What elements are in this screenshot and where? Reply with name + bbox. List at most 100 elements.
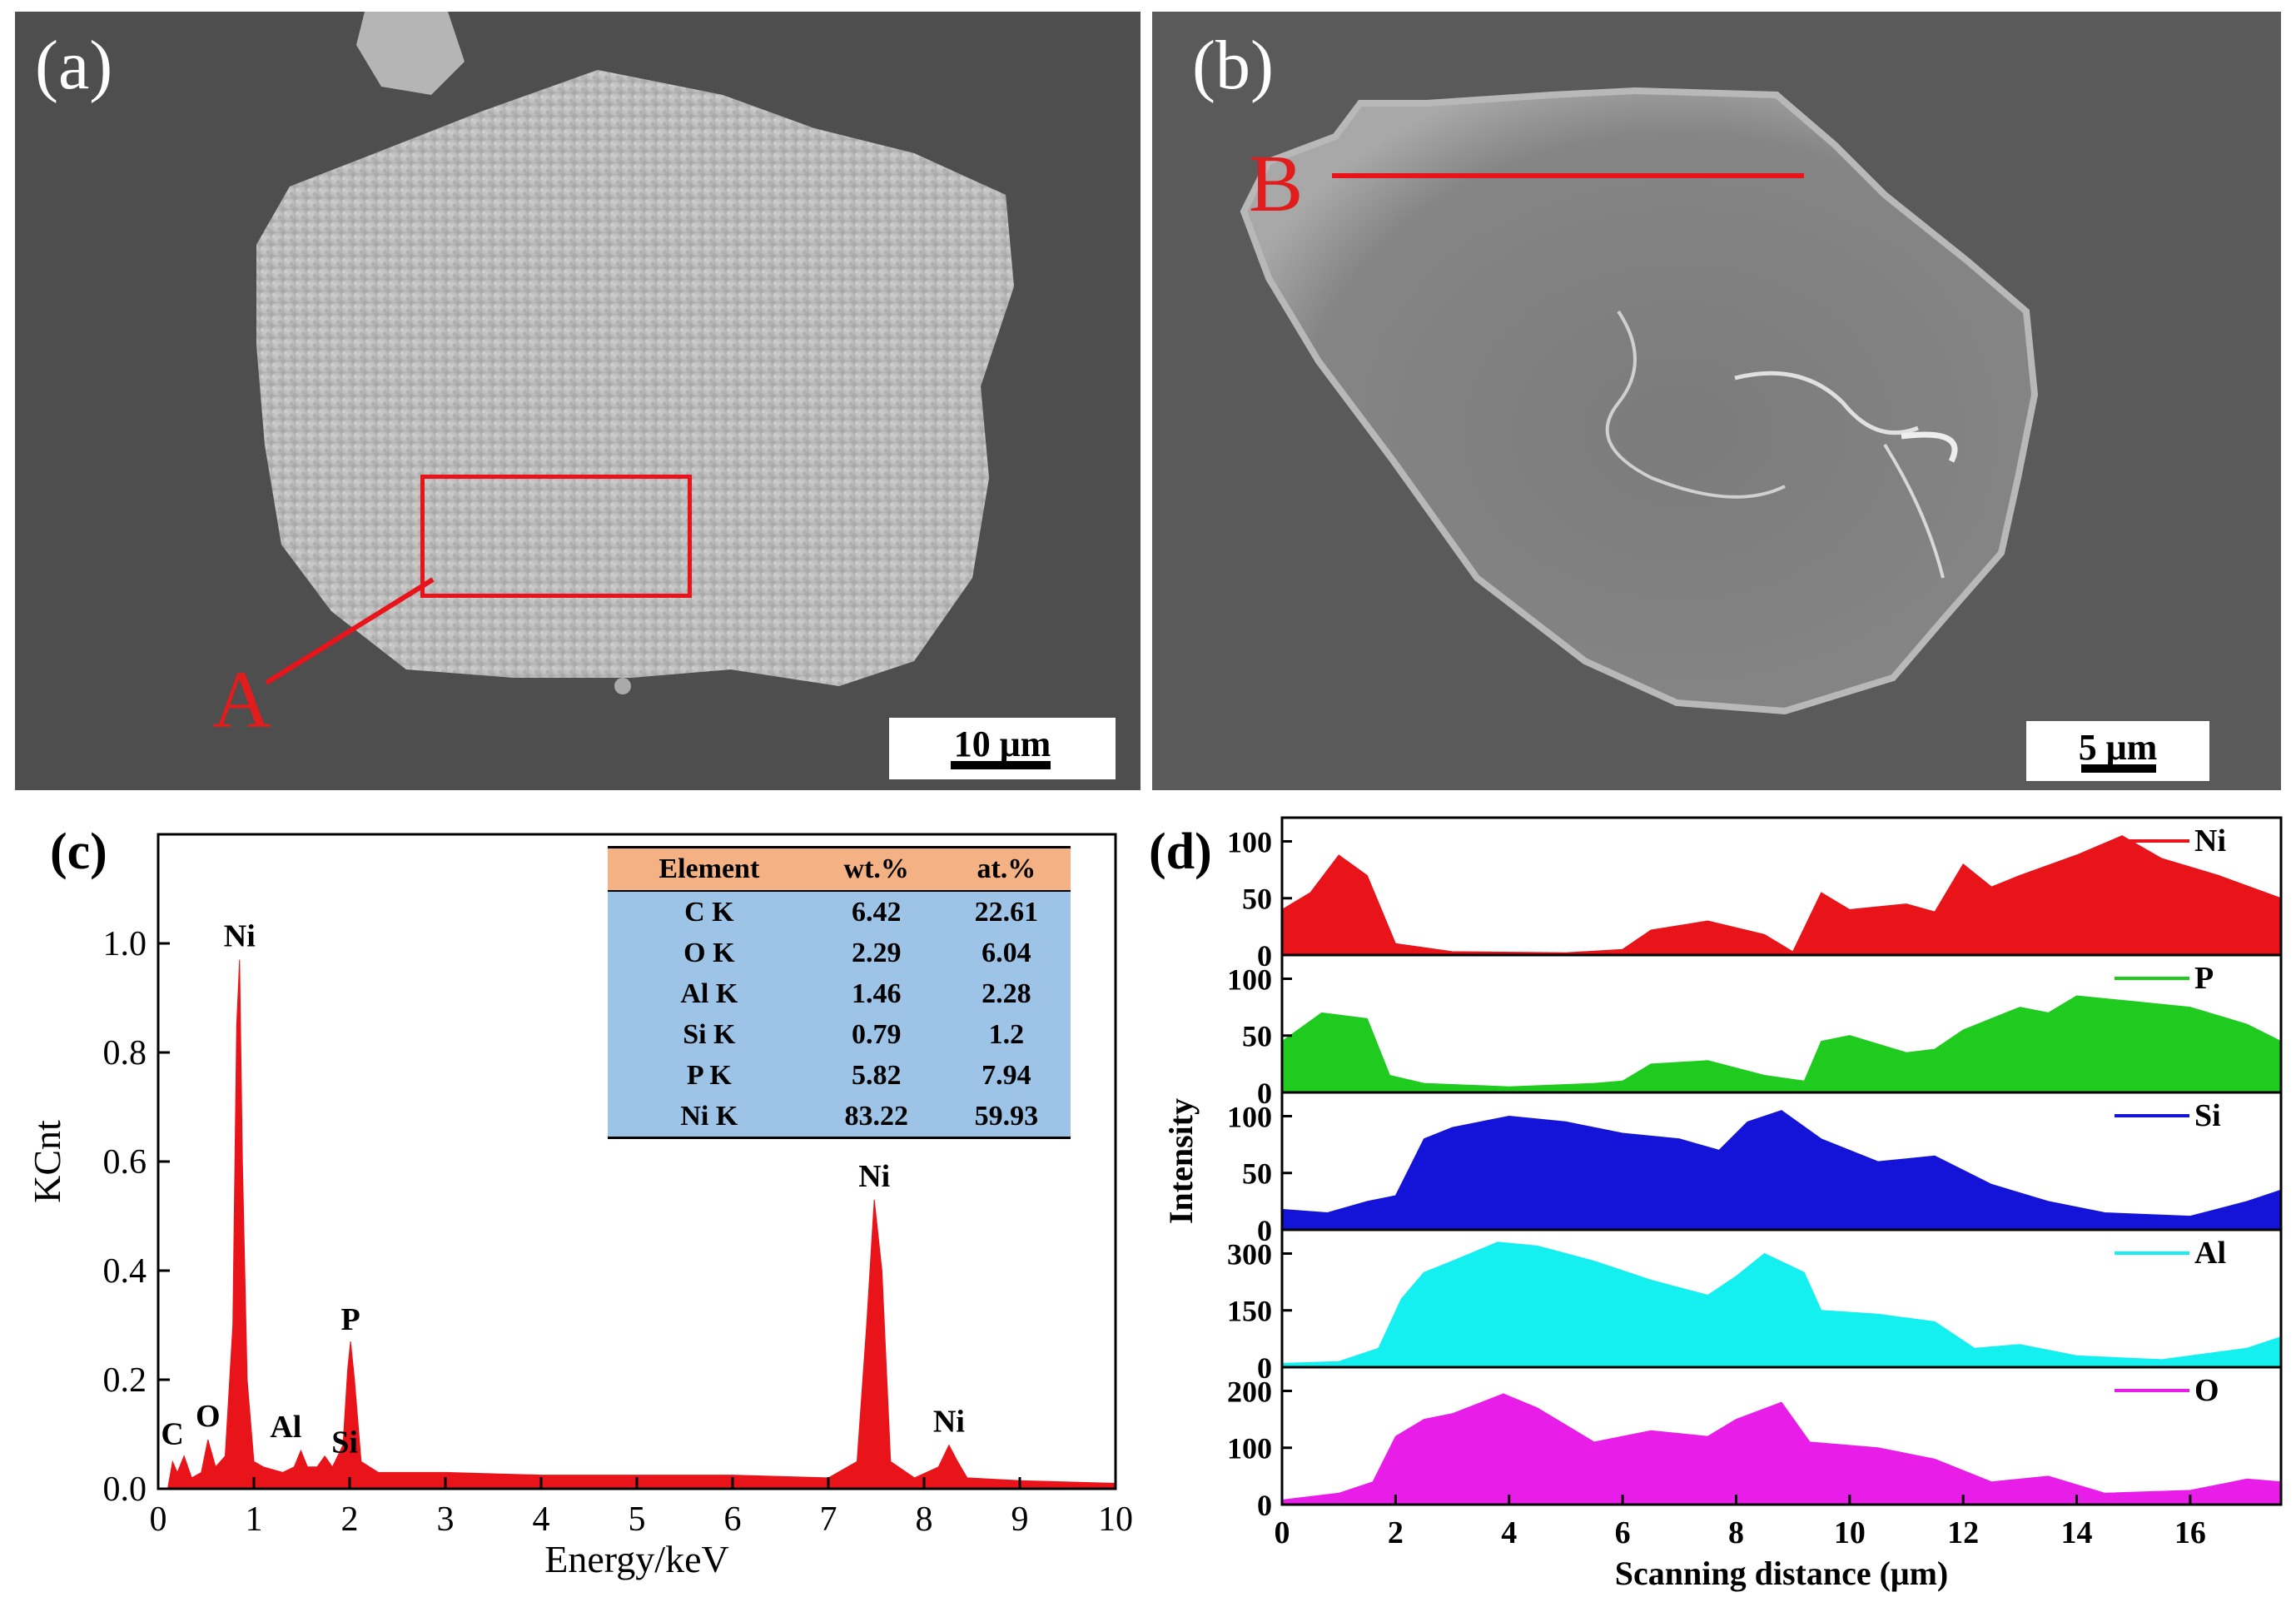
x-tick-label: 0 xyxy=(1275,1515,1290,1550)
table-header-row: Element wt.% at.% xyxy=(608,846,1071,892)
series-area-p xyxy=(1281,995,2282,1093)
scalebar-a-text: 10 μm xyxy=(953,724,1051,764)
y-tick-label: 100 xyxy=(1227,1100,1272,1133)
peak-label: C xyxy=(161,1417,183,1452)
particle-a-drawing xyxy=(256,12,1014,694)
table-row: Al K 1.46 2.28 xyxy=(608,973,1071,1014)
peak-label: Ni xyxy=(224,919,256,954)
table-cell: 5.82 xyxy=(810,1055,942,1096)
table-header-cell: at.% xyxy=(942,846,1071,892)
peak-label: O xyxy=(196,1399,221,1434)
x-tick-label: 10 xyxy=(1098,1500,1133,1539)
y-tick-label: 0.8 xyxy=(103,1034,147,1072)
table-cell: 2.29 xyxy=(810,933,942,973)
y-tick-label: 0.0 xyxy=(103,1470,147,1509)
x-tick-label: 5 xyxy=(629,1500,646,1539)
series-area-ni xyxy=(1281,835,2282,956)
table-cell: O K xyxy=(608,933,811,973)
scalebar-b: 5 μm xyxy=(2026,721,2209,781)
y-tick-label: 150 xyxy=(1227,1295,1272,1328)
scalebar-b-text: 5 μm xyxy=(2078,727,2158,768)
x-tick-label: 12 xyxy=(1947,1515,1979,1550)
x-axis-label: Energy/keV xyxy=(544,1538,728,1580)
x-tick-label: 16 xyxy=(2174,1515,2206,1550)
y-tick-label: 100 xyxy=(1227,825,1272,858)
y-tick-label: 0 xyxy=(1257,939,1272,973)
plot-frame xyxy=(1280,816,2283,1506)
y-tick-label: 0 xyxy=(1257,1214,1272,1247)
legend-label-ni: Ni xyxy=(2194,823,2226,858)
table-row: O K 2.29 6.04 xyxy=(608,933,1071,973)
x-tick-label: 0 xyxy=(150,1500,167,1539)
y-tick-label: 100 xyxy=(1227,1432,1272,1465)
table-cell: P K xyxy=(608,1055,811,1096)
y-tick-label: 0.2 xyxy=(103,1361,147,1400)
x-tick-label: 4 xyxy=(533,1500,550,1539)
sem-image-a xyxy=(15,12,1141,790)
y-tick-label: 200 xyxy=(1227,1375,1272,1408)
x-tick-label: 9 xyxy=(1011,1500,1029,1539)
peak-label: Ni xyxy=(858,1159,890,1194)
table-cell: 1.2 xyxy=(942,1014,1071,1055)
region-box-a xyxy=(420,475,692,598)
peak-label: Ni xyxy=(933,1405,965,1440)
x-tick-label: 4 xyxy=(1501,1515,1517,1550)
legend-label-al: Al xyxy=(2194,1236,2226,1271)
x-tick-label: 8 xyxy=(916,1500,933,1539)
eds-composition-table: Element wt.% at.% C K 6.42 22.61 O K 2.29 6.04 A… xyxy=(608,846,1071,1139)
table-cell: 59.93 xyxy=(942,1096,1071,1139)
eds-spectrum-chart: 0 1 2 3 4 5 6 7 8 9 10 0.0 0.2 0.4 0.6 0.8 1.0 Energy/keV… xyxy=(26,833,1133,1580)
y-tick-label: 100 xyxy=(1227,963,1272,996)
x-tick-label: 6 xyxy=(724,1500,742,1539)
y-tick-label: 50 xyxy=(1242,1157,1272,1191)
y-tick-label: 0 xyxy=(1257,1351,1272,1385)
table-cell: 6.04 xyxy=(942,933,1071,973)
y-axis-label: KCnt xyxy=(26,1120,68,1203)
table-row: P K 5.82 7.94 xyxy=(608,1055,1071,1096)
table-cell: 7.94 xyxy=(942,1055,1071,1096)
spectrum-area xyxy=(158,959,1116,1490)
sem-image-b xyxy=(1152,12,2281,790)
panel-label-b: (b) xyxy=(1192,27,1274,104)
peak-label: P xyxy=(341,1302,360,1337)
table-cell: C K xyxy=(608,891,811,933)
x-tick-label: 7 xyxy=(820,1500,837,1539)
x-tick-label: 1 xyxy=(246,1500,263,1539)
table-cell: Ni K xyxy=(608,1096,811,1139)
x-tick-label: 8 xyxy=(1728,1515,1744,1550)
y-tick-label: 0 xyxy=(1257,1077,1272,1110)
table-cell: 0.79 xyxy=(810,1014,942,1055)
table-header-cell: Element xyxy=(608,846,811,892)
line-scan-b xyxy=(1332,173,1804,178)
x-tick-label: 6 xyxy=(1615,1515,1631,1550)
table-row: C K 6.42 22.61 xyxy=(608,891,1071,933)
y-tick-label: 0.6 xyxy=(103,1143,147,1182)
marker-line-a xyxy=(265,577,435,685)
series-area-al xyxy=(1281,1241,2282,1368)
peak-label: Si xyxy=(331,1425,358,1460)
y-tick-label: 50 xyxy=(1242,883,1272,916)
peak-label: Al xyxy=(270,1410,301,1445)
table-cell: 6.42 xyxy=(810,891,942,933)
y-tick-label: 300 xyxy=(1227,1237,1272,1271)
x-tick-label: 2 xyxy=(1388,1515,1404,1550)
x-axis-label: Scanning distance (μm) xyxy=(1615,1555,1949,1592)
y-tick-label: 0 xyxy=(1257,1489,1272,1522)
y-tick-label: 1.0 xyxy=(103,925,147,963)
x-tick-label: 10 xyxy=(1834,1515,1866,1550)
particle-b-drawing xyxy=(1240,87,2039,715)
y-tick-label: 0.4 xyxy=(103,1252,147,1291)
table-cell: Si K xyxy=(608,1014,811,1055)
legend-label-o: O xyxy=(2194,1373,2219,1408)
panel-label-c: (c) xyxy=(50,823,107,880)
table-cell: 22.61 xyxy=(942,891,1071,933)
panel-label-a: (a) xyxy=(35,27,113,104)
legend-label-p: P xyxy=(2194,961,2214,996)
table-cell: 2.28 xyxy=(942,973,1071,1014)
marker-label-b: B xyxy=(1249,139,1304,229)
y-axis-label: Intensity xyxy=(1162,1098,1200,1224)
table-header-cell: wt.% xyxy=(810,846,942,892)
series-area-si xyxy=(1281,1110,2282,1231)
panel-label-d: (d) xyxy=(1149,823,1212,880)
